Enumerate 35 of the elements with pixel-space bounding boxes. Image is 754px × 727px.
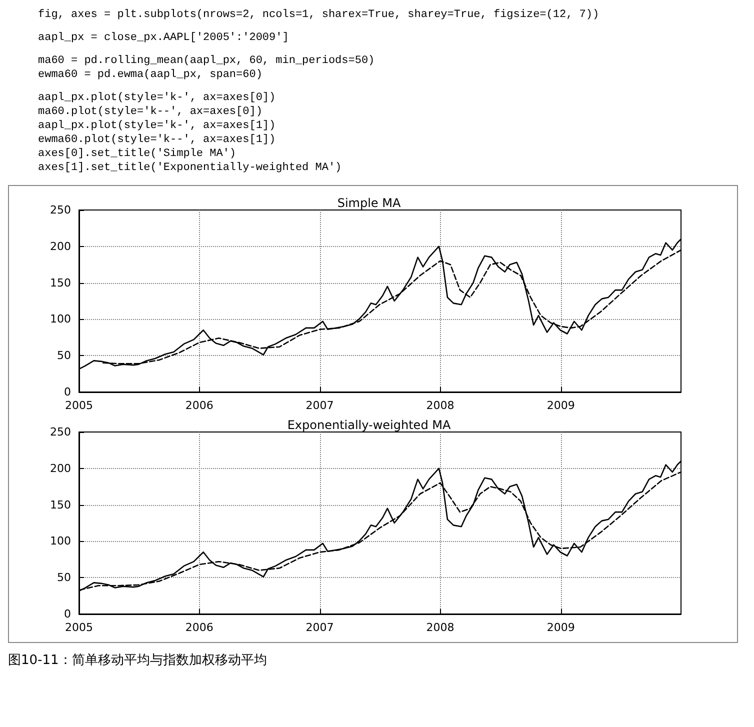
- y-tick-label: 0: [64, 386, 71, 398]
- caption: 图10-11：简单移动平均与指数加权移动平均: [8, 652, 268, 669]
- y-tick-label: 100: [50, 312, 71, 326]
- x-tick-label: 2009: [546, 399, 575, 412]
- x-tick-label: 2009: [546, 621, 575, 634]
- x-tick-label: 2007: [306, 399, 334, 412]
- y-tick-label: 0: [64, 608, 71, 620]
- text: ewma60.plot(style='k--', ax=axes[1]): [38, 133, 277, 147]
- x-tick-label: 2007: [306, 621, 334, 634]
- y-tick-label: 250: [50, 426, 71, 438]
- x-tick-label: 2005: [65, 621, 93, 634]
- x-tick-label: 2008: [426, 399, 454, 412]
- text: axes[1].set_title('Exponentially-weighted MA'): [38, 161, 343, 175]
- y-tick-label: 200: [50, 462, 71, 475]
- text: ma60.plot(style='k--', ax=axes[0]): [38, 105, 264, 119]
- x-tick-label: 2006: [185, 621, 214, 634]
- text: aapl_px = close_px.AAPL['2005':'2009']: [38, 31, 290, 45]
- y-tick-label: 50: [57, 571, 71, 584]
- text: axes[0].set_title('Simple MA'): [38, 147, 238, 161]
- x-tick-label: 2008: [426, 621, 454, 634]
- y-tick-label: 50: [57, 349, 71, 362]
- x-tick-label: 2006: [185, 399, 214, 412]
- text: fig, axes = plt.subplots(nrows=2, ncols=1, sharex=True, sharey=True, figsize=(12, 7)): [38, 8, 600, 22]
- y-tick-label: 150: [50, 498, 71, 512]
- text: aapl_px.plot(style='k-', ax=axes[0]): [38, 91, 277, 105]
- text: ma60 = pd.rolling_mean(aapl_px, 60, min_periods=50): [38, 54, 376, 68]
- x-tick-label: 2005: [65, 399, 93, 412]
- chart-title: Exponentially-weighted MA: [287, 418, 452, 432]
- text: aapl_px.plot(style='k-', ax=axes[1]): [38, 119, 277, 133]
- chart-title: Simple MA: [337, 196, 402, 210]
- y-tick-label: 200: [50, 240, 71, 253]
- y-tick-label: 250: [50, 204, 71, 216]
- y-tick-label: 100: [50, 534, 71, 548]
- text: ewma60 = pd.ewma(aapl_px, span=60): [38, 68, 264, 82]
- y-tick-label: 150: [50, 276, 71, 290]
